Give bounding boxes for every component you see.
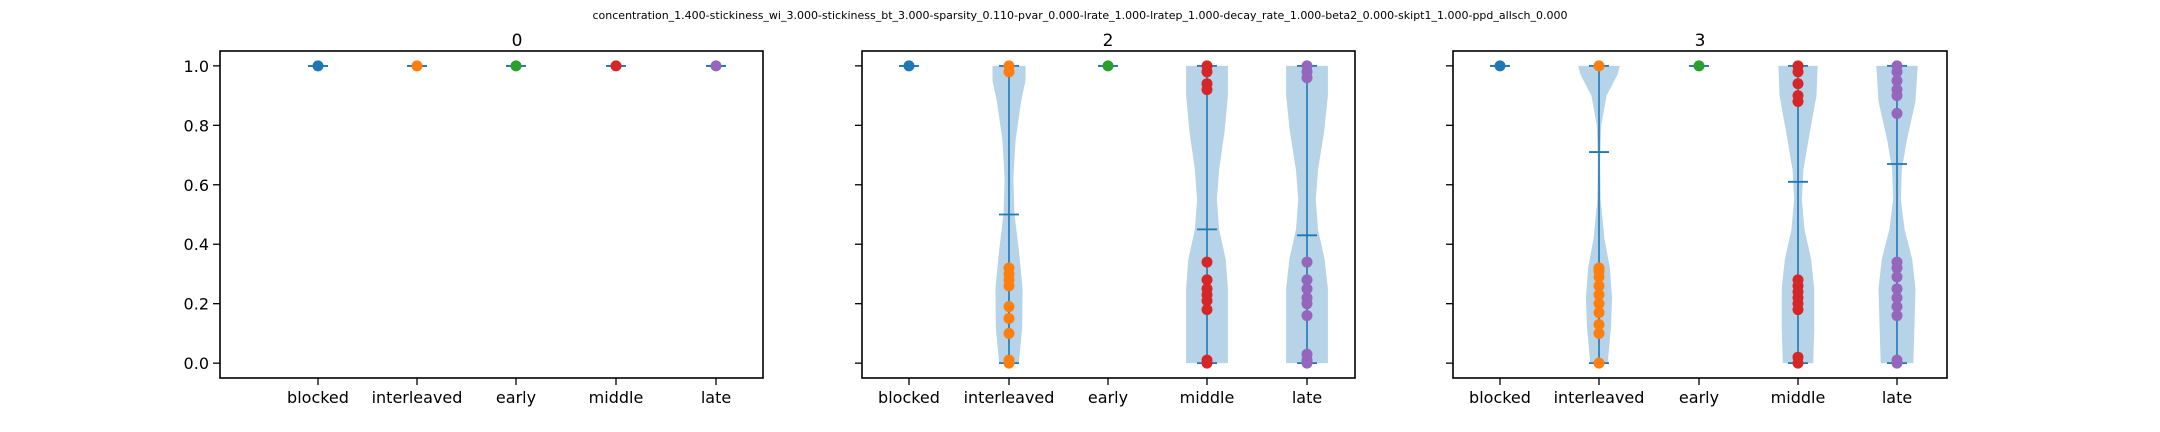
x-tick-label: middle [1180,388,1235,407]
x-tick-label: late [1292,388,1322,407]
data-point [1301,292,1313,304]
data-point [903,60,915,72]
plot-area: blocked interleaved early middle late [855,50,1356,407]
data-point [1891,60,1903,72]
data-point [1201,283,1213,295]
data-point [1301,310,1313,322]
data-point [1593,307,1605,319]
x-tick-label: middle [1771,388,1826,407]
data-point [1201,78,1213,90]
x-tick-label: middle [589,388,644,407]
data-point [1201,304,1213,316]
data-point [1593,298,1605,310]
data-point [1003,354,1015,366]
data-point [1891,84,1903,96]
y-tick-label: 0.0 [184,354,209,373]
data-point [1301,274,1313,286]
data-point [1301,256,1313,268]
data-point [1593,280,1605,292]
data-point [1201,256,1213,268]
data-point [1301,283,1313,295]
data-point [1891,256,1903,268]
data-point [1891,301,1903,313]
data-point [710,60,722,72]
x-tick-label: late [1882,388,1912,407]
data-point [1003,313,1015,325]
data-point [1792,90,1804,102]
x-tick-label: interleaved [1554,388,1645,407]
plot-area: 0.0 0.2 0.4 0.6 0.8 1.0 blocked interleaved earl… [184,50,764,407]
data-point [411,60,423,72]
y-tick-label: 0.2 [184,295,209,314]
plot-area: blocked interleaved early middle late [1446,50,1948,407]
x-tick-label: early [496,388,536,407]
data-point [1003,262,1015,274]
x-tick-label: interleaved [964,388,1055,407]
data-point [1891,75,1903,87]
data-point [1003,327,1015,339]
data-point [510,60,522,72]
data-point [1301,60,1313,72]
data-point [1792,351,1804,363]
data-point [1593,327,1605,339]
data-point [312,60,324,72]
figure-suptitle: concentration_1.400-stickiness_wi_3.000-… [593,9,1568,22]
x-tick-label: late [701,388,731,407]
data-point [610,60,622,72]
data-point [1201,354,1213,366]
data-point [1003,301,1015,313]
data-point [1891,310,1903,322]
axes-frame [861,50,1356,379]
subplot-1: 2 blocked interleaved early middle late [855,31,1356,407]
data-point [1792,60,1804,72]
data-point [1891,292,1903,304]
axes-frame [1452,50,1948,379]
subplot-title: 0 [512,31,523,51]
x-tick-label: blocked [878,388,940,407]
data-point [1792,78,1804,90]
y-tick-label: 0.6 [184,176,209,195]
data-point [1301,348,1313,360]
data-point [1792,274,1804,286]
data-point [1003,60,1015,72]
x-tick-label: early [1679,388,1719,407]
data-point [1494,60,1506,72]
y-tick-label: 0.8 [184,116,209,135]
data-point [1693,60,1705,72]
subplot-title: 2 [1103,31,1114,51]
data-point [1201,274,1213,286]
data-point [1891,283,1903,295]
data-point [1593,318,1605,330]
x-tick-label: blocked [287,388,349,407]
data-point [1593,60,1605,72]
data-point [1102,60,1114,72]
data-point [1201,60,1213,72]
data-point [1593,289,1605,301]
x-tick-label: early [1088,388,1128,407]
subplot-title: 3 [1695,31,1706,51]
data-point [1891,354,1903,366]
subplot-0: 0 0.0 0.2 0.4 0.6 0.8 1.0 blocked interleaved ea… [184,31,764,407]
data-point [1593,357,1605,369]
data-point [1891,107,1903,119]
data-point [1593,262,1605,274]
y-tick-label: 1.0 [184,57,209,76]
data-point [1891,271,1903,283]
x-tick-label: blocked [1469,388,1531,407]
axes-frame [219,50,764,379]
x-tick-label: interleaved [372,388,463,407]
y-tick-label: 0.4 [184,235,209,254]
subplot-2: 3 blocked interleaved early middle late [1446,31,1948,407]
